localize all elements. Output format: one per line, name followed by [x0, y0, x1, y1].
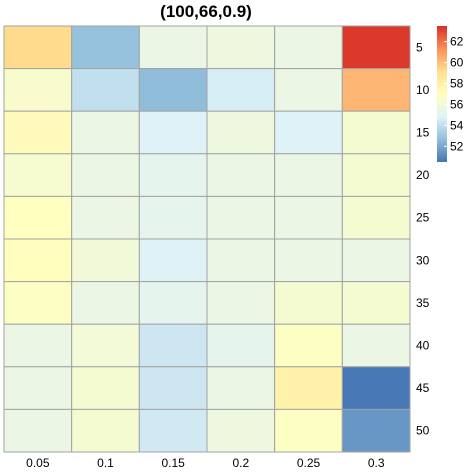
heatmap-cell — [71, 195, 140, 240]
heatmap-cell — [206, 25, 276, 70]
y-tick-label: 45 — [416, 381, 430, 395]
heatmap-cell — [71, 25, 140, 70]
heatmap-cell — [138, 110, 208, 155]
heatmap-cell — [138, 25, 208, 70]
heatmap-cell — [71, 68, 140, 112]
x-tick-label: 0.15 — [161, 456, 185, 470]
heatmap-cell — [71, 323, 140, 368]
heatmap-cell — [341, 153, 411, 197]
heatmap-cell — [206, 408, 276, 453]
heatmap-cell — [274, 323, 343, 368]
y-tick-label: 15 — [416, 126, 430, 140]
y-tick-label: 40 — [416, 339, 430, 353]
heatmap-cell — [206, 110, 276, 155]
x-tick-label: 0.3 — [368, 456, 385, 470]
heatmap-cell — [341, 281, 411, 325]
heatmap-cell — [274, 366, 343, 410]
heatmap-cell — [206, 195, 276, 240]
y-tick-label: 5 — [416, 40, 423, 54]
heatmap-cell — [138, 68, 208, 112]
heatmap-cell — [71, 110, 140, 155]
y-axis-ticks: 5 10 15 20 25 30 35 40 45 50 — [416, 40, 430, 437]
heatmap-cell — [3, 323, 73, 368]
x-tick-label: 0.25 — [297, 456, 321, 470]
heatmap-cell — [138, 408, 208, 453]
y-tick-label: 20 — [416, 168, 430, 182]
heatmap-cell — [3, 25, 73, 70]
heatmap-cell — [341, 110, 411, 155]
heatmap-cell — [341, 238, 411, 283]
heatmap-cell — [71, 153, 140, 197]
heatmap-cell — [3, 68, 73, 112]
heatmap-cell — [138, 323, 208, 368]
legend-tick-label: 62 — [450, 35, 464, 49]
y-tick-label: 35 — [416, 296, 430, 310]
heatmap-cell — [138, 281, 208, 325]
legend-tick-label: 60 — [450, 56, 464, 70]
heatmap-cell — [3, 281, 73, 325]
heatmap-cell — [206, 281, 276, 325]
chart-title: (100,66,0.9) — [160, 2, 252, 21]
legend-tick-label: 58 — [450, 77, 464, 91]
heatmap-cell — [71, 238, 140, 283]
color-legend-bar — [437, 26, 447, 162]
heatmap-cell — [3, 366, 73, 410]
x-tick-label: 0.1 — [97, 456, 114, 470]
heatmap-cell — [3, 238, 73, 283]
heatmap-cell — [341, 366, 411, 410]
y-tick-label: 30 — [416, 253, 430, 267]
heatmap-cell — [138, 366, 208, 410]
heatmap-cell — [274, 408, 343, 453]
heatmap-cell — [274, 25, 343, 70]
heatmap-cell — [274, 281, 343, 325]
heatmap-cell — [71, 281, 140, 325]
heatmap-cell — [71, 366, 140, 410]
x-tick-label: 0.05 — [26, 456, 50, 470]
x-tick-label: 0.2 — [232, 456, 249, 470]
heatmap-cell — [3, 153, 73, 197]
legend-tick-label: 56 — [450, 97, 464, 111]
y-tick-label: 50 — [416, 424, 430, 438]
legend-tick-label: 54 — [450, 118, 464, 132]
heatmap-cell — [3, 408, 73, 453]
heatmap-cell — [138, 195, 208, 240]
color-legend: 52 54 56 58 60 62 — [437, 26, 464, 162]
heatmap-cell — [341, 25, 411, 70]
heatmap-cell — [206, 68, 276, 112]
heatmap-cell — [206, 238, 276, 283]
heatmap-cell — [274, 238, 343, 283]
heatmap-cell — [138, 153, 208, 197]
heatmap-cell — [206, 323, 276, 368]
heatmap-cell — [274, 153, 343, 197]
heatmap-cell — [341, 408, 411, 453]
heatmap-cell — [341, 195, 411, 240]
heatmap-cell — [138, 238, 208, 283]
heatmap-cell — [71, 408, 140, 453]
x-axis-ticks: 0.05 0.1 0.15 0.2 0.25 0.3 — [26, 456, 385, 470]
heatmap-cell — [341, 68, 411, 112]
y-tick-label: 10 — [416, 83, 430, 97]
heatmap-cell — [206, 366, 276, 410]
heatmap-cell — [341, 323, 411, 368]
heatmap-cell — [206, 153, 276, 197]
heatmap-cell — [274, 110, 343, 155]
legend-tick-label: 52 — [450, 139, 464, 153]
heatmap-cell — [274, 68, 343, 112]
heatmap-cell — [3, 195, 73, 240]
heatmap-cell — [3, 110, 73, 155]
heatmap-cell — [274, 195, 343, 240]
y-tick-label: 25 — [416, 211, 430, 225]
heatmap-cells — [3, 25, 411, 453]
